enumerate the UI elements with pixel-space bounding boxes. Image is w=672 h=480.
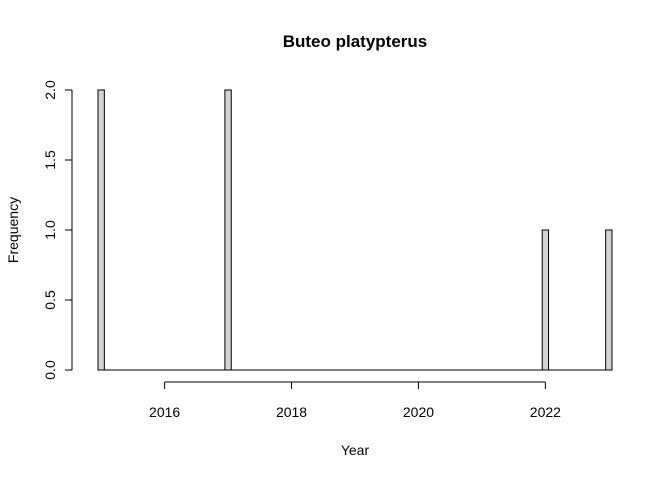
x-axis: 2016 2018 2020 2022 bbox=[149, 381, 561, 420]
y-axis-label: Frequency bbox=[5, 197, 21, 263]
y-tick-label: 0.5 bbox=[42, 290, 58, 310]
x-tick-label: 2022 bbox=[530, 404, 561, 420]
y-axis: 0.0 0.5 1.0 1.5 2.0 bbox=[42, 80, 73, 380]
x-tick-label: 2020 bbox=[403, 404, 434, 420]
x-axis-label: Year bbox=[341, 442, 370, 458]
y-tick-label: 0.0 bbox=[42, 360, 58, 380]
histogram-bar bbox=[605, 229, 613, 371]
bars-group bbox=[97, 89, 613, 371]
chart-title: Buteo platypterus bbox=[283, 32, 428, 51]
x-tick-label: 2018 bbox=[276, 404, 307, 420]
y-tick-label: 1.0 bbox=[42, 220, 58, 240]
y-tick-label: 2.0 bbox=[42, 80, 58, 100]
x-tick-label: 2016 bbox=[149, 404, 180, 420]
histogram-bar bbox=[97, 89, 105, 371]
histogram-bar bbox=[224, 89, 232, 371]
y-tick-label: 1.5 bbox=[42, 150, 58, 170]
histogram-bar bbox=[541, 229, 550, 371]
